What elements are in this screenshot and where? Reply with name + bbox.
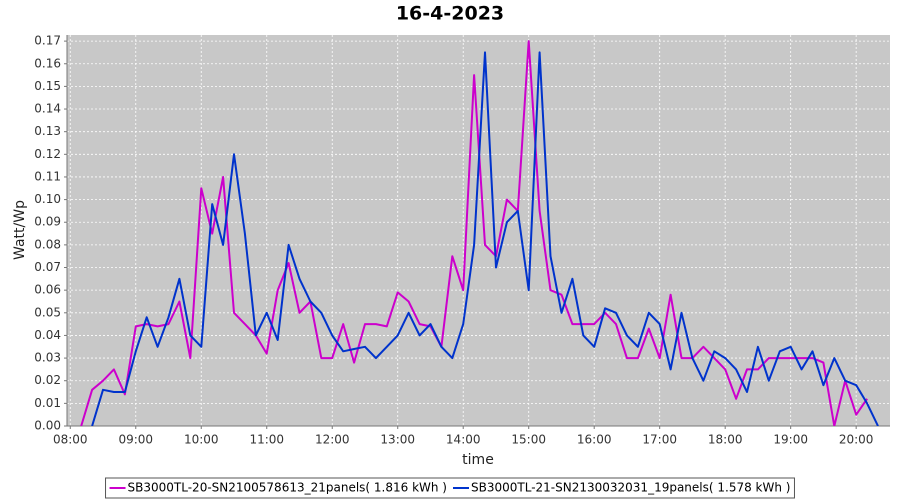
y-tick-label: 0.17 xyxy=(34,34,61,48)
y-tick-label: 0.04 xyxy=(34,328,61,342)
y-tick-label: 0.15 xyxy=(34,79,61,93)
x-tick-label: 11:00 xyxy=(249,433,284,447)
x-tick-label: 10:00 xyxy=(184,433,219,447)
chart-title: 16-4-2023 xyxy=(396,3,504,25)
y-tick-label: 0.12 xyxy=(34,147,61,161)
x-tick-label: 12:00 xyxy=(315,433,350,447)
y-tick-label: 0.11 xyxy=(34,169,61,183)
legend-box xyxy=(105,477,795,499)
x-tick-label: 14:00 xyxy=(446,433,481,447)
x-tick-label: 15:00 xyxy=(511,433,546,447)
series-line xyxy=(80,40,868,426)
y-tick-label: 0.03 xyxy=(34,351,61,365)
y-tick-label: 0.02 xyxy=(34,373,61,387)
x-tick-label: 08:00 xyxy=(53,433,88,447)
y-tick-label: 0.16 xyxy=(34,56,61,70)
x-tick-label: 09:00 xyxy=(118,433,153,447)
x-axis-label: time xyxy=(462,452,494,468)
x-tick-label: 13:00 xyxy=(380,433,415,447)
legend: SB3000TL-20-SN2100578613_21panels( 1.816… xyxy=(105,477,795,499)
x-tick-label: 17:00 xyxy=(642,433,677,447)
y-tick-label: 0.13 xyxy=(34,124,61,138)
y-axis-label: Watt/Wp xyxy=(12,200,28,260)
y-tick-label: 0.01 xyxy=(34,396,61,410)
legend-item: SB3000TL-21-SN2130032031_19panels( 1.578… xyxy=(453,481,790,495)
y-tick-label: 0.10 xyxy=(34,192,61,206)
y-tick-label: 0.09 xyxy=(34,215,61,229)
y-tick-label: 0.14 xyxy=(34,102,61,116)
y-tick-label: 0.05 xyxy=(34,305,61,319)
y-tick-label: 0.07 xyxy=(34,260,61,274)
x-tick-label: 20:00 xyxy=(839,433,874,447)
legend-label: SB3000TL-20-SN2100578613_21panels( 1.816… xyxy=(128,481,447,495)
series-line xyxy=(91,51,879,426)
legend-label: SB3000TL-21-SN2130032031_19panels( 1.578… xyxy=(471,481,790,495)
y-tick-label: 0.08 xyxy=(34,237,61,251)
x-tick-label: 18:00 xyxy=(708,433,743,447)
x-tick-label: 19:00 xyxy=(773,433,808,447)
x-tick-label: 16:00 xyxy=(577,433,612,447)
legend-item: SB3000TL-20-SN2100578613_21panels( 1.816… xyxy=(109,481,447,495)
plot-area xyxy=(67,35,890,426)
y-tick-label: 0.06 xyxy=(34,283,61,297)
y-tick-label: 0.00 xyxy=(34,419,61,433)
